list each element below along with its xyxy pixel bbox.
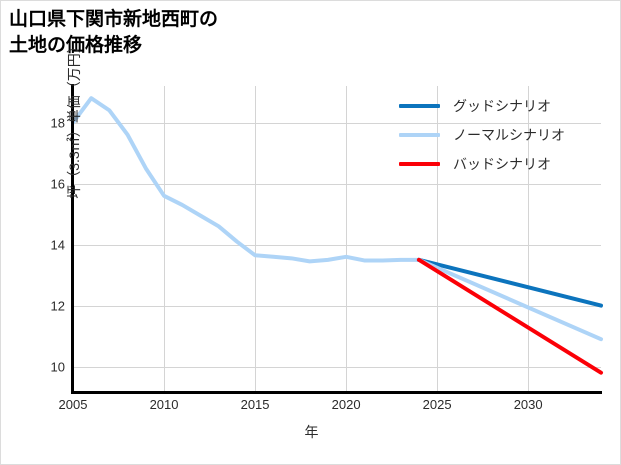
x-axis-tick-labels: 2005 2010 2015 2020 2025 2030 (59, 397, 601, 417)
legend-label-0: グッドシナリオ (453, 97, 551, 114)
legend-item-2[interactable]: バッドシナリオ (399, 149, 614, 178)
legend-item-1[interactable]: ノーマルシナリオ (399, 120, 614, 149)
x-tick-2005: 2005 (58, 397, 88, 412)
y-tick-14: 14 (50, 237, 65, 253)
gridline-y-14 (73, 244, 601, 246)
y-axis-tick-labels: 10 12 14 16 18 (17, 86, 65, 391)
gridline-y-16 (73, 183, 601, 185)
gridline-x-2015 (255, 86, 257, 391)
gridline-y-12 (73, 305, 601, 307)
x-tick-2015: 2015 (240, 397, 270, 412)
gridline-y-18 (73, 122, 601, 124)
y-tick-12: 12 (50, 298, 65, 314)
chart-title: 山口県下関市新地西町の 土地の価格推移 (9, 9, 219, 57)
legend-label-1: ノーマルシナリオ (453, 126, 565, 143)
gridline-x-2020 (346, 86, 348, 391)
x-axis-label: 年 (304, 424, 319, 440)
x-tick-2030: 2030 (513, 397, 543, 412)
y-axis-label: 坪（3.3㎡）単価（万円） (66, 39, 82, 199)
legend-item-0[interactable]: グッドシナリオ (399, 91, 614, 120)
series-line-グッドシナリオ (416, 257, 603, 308)
x-tick-2025: 2025 (422, 397, 452, 412)
y-tick-18: 18 (50, 115, 65, 131)
gridline-x-2030 (528, 86, 530, 391)
x-tick-2010: 2010 (149, 397, 179, 412)
chart-legend: グッドシナリオ ノーマルシナリオ バッドシナリオ (399, 91, 614, 178)
legend-swatch-0 (399, 103, 440, 108)
legend-swatch-2 (399, 161, 440, 166)
x-axis-line (71, 391, 602, 394)
y-axis-line (71, 84, 74, 393)
x-tick-2020: 2020 (331, 397, 361, 412)
legend-swatch-1 (399, 132, 440, 137)
legend-label-2: バッドシナリオ (453, 155, 551, 172)
series-line-ノーマルシナリオ (416, 257, 603, 342)
y-tick-16: 16 (50, 176, 65, 192)
gridline-y-10 (73, 366, 601, 368)
y-tick-10: 10 (50, 359, 65, 375)
gridline-x-2025 (437, 86, 439, 391)
series-line-バッドシナリオ (416, 257, 603, 375)
gridline-x-2010 (164, 86, 166, 391)
series-lines (71, 96, 603, 375)
series-line-実績 (71, 96, 421, 264)
